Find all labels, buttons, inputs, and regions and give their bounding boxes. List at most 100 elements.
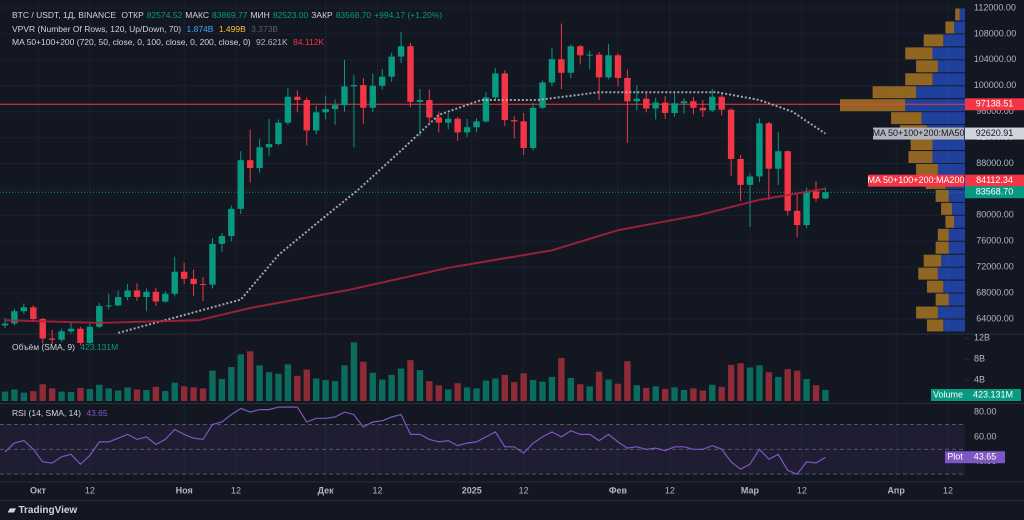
profile-down	[937, 228, 949, 241]
volume-bar	[737, 363, 744, 401]
candle-body	[803, 191, 810, 226]
volume-bar	[11, 389, 18, 401]
candle-body	[454, 118, 461, 133]
x-tick-label: Окт	[30, 485, 47, 495]
candle-body	[303, 100, 310, 131]
ma-title: MA 50+100+200 (720, 50, close, 0, 100, c…	[12, 37, 251, 47]
ohlc-label: ОТКР	[121, 10, 144, 20]
ma200-line	[4, 187, 826, 324]
candle-body	[171, 271, 178, 294]
profile-down	[923, 254, 942, 267]
volume-bar	[162, 391, 169, 401]
ma200-label: 84112.34	[976, 175, 1013, 185]
volume-bar	[322, 380, 329, 401]
candle-body	[633, 98, 641, 102]
volume-bar	[218, 379, 226, 401]
profile-down	[923, 34, 944, 47]
volume-bar	[643, 387, 650, 401]
candle-body	[652, 102, 659, 109]
candle-body	[727, 109, 735, 159]
volume-bar	[501, 374, 509, 401]
volume-bar	[294, 375, 301, 401]
x-tick-label: 12	[665, 485, 675, 495]
volume-bar	[246, 351, 254, 401]
candle-body	[501, 73, 509, 121]
volume-bar	[341, 365, 348, 401]
candle-body	[209, 243, 216, 285]
volume-bar	[812, 385, 820, 401]
candle-body	[822, 192, 829, 199]
profile-up	[943, 34, 965, 47]
candle-body	[793, 210, 801, 226]
candle-body	[699, 107, 707, 111]
candle-body	[67, 328, 75, 332]
y-tick-label: 8B	[974, 353, 985, 363]
x-tick-label: Мар	[741, 485, 760, 495]
volume-bar	[20, 392, 28, 401]
candle-body	[133, 290, 141, 297]
volume-bar	[114, 390, 122, 401]
y-tick-label: 72000.00	[976, 262, 1014, 272]
x-tick-label: 12	[231, 485, 241, 495]
candle-body	[492, 73, 499, 98]
candle-body	[407, 46, 414, 102]
profile-down	[945, 21, 955, 34]
ohlc-label: ЗАКР	[311, 10, 333, 20]
last-price-label-box	[965, 186, 1024, 199]
profile-down	[941, 202, 952, 215]
candle-body	[426, 100, 433, 118]
y-tick-label: 80000.00	[976, 210, 1014, 220]
candle-body	[416, 100, 424, 102]
y-tick-label: 80.00	[974, 406, 997, 416]
profile-down	[872, 86, 917, 99]
candle-body	[539, 82, 546, 108]
profile-down	[935, 189, 949, 202]
candle-body	[614, 55, 622, 78]
volume-bar	[633, 385, 641, 401]
profile-up	[932, 73, 965, 86]
volume-bar	[86, 388, 94, 401]
volume-tag: Volume	[933, 389, 963, 399]
candle-body	[784, 151, 791, 211]
x-tick-label: Ноя	[176, 485, 193, 495]
candle-body	[709, 96, 716, 111]
profile-down	[908, 151, 933, 164]
profile-up	[932, 47, 965, 60]
profile-down	[955, 8, 960, 21]
footer: ▰ TradingView	[0, 500, 1024, 520]
profile-up	[948, 189, 965, 202]
candle-body	[114, 296, 122, 306]
rsi-tag-box	[945, 451, 965, 464]
volume-bar	[652, 386, 659, 401]
x-tick-label: 12	[372, 485, 382, 495]
symbol: BTC / USDT, 1Д, BINANCE	[12, 10, 116, 20]
ma200-value: 84.112K	[293, 37, 325, 47]
candle-body	[511, 120, 518, 122]
volume-bar	[416, 370, 424, 401]
ohlc-value: 83869.77	[212, 10, 248, 20]
volume-bar	[67, 392, 75, 401]
profile-up	[954, 21, 965, 34]
volume-value-box	[965, 389, 1021, 401]
volume-bar	[265, 372, 273, 401]
candle-body	[445, 118, 452, 123]
profile-up	[905, 99, 965, 112]
ma200-name-box	[868, 174, 964, 187]
profile-down	[916, 164, 938, 176]
candle-body	[228, 208, 235, 237]
ohlc-value: 83568.70	[335, 10, 372, 20]
candle-body	[586, 54, 593, 56]
candle-body	[143, 291, 150, 297]
volume-sma: 423.131M	[80, 342, 119, 352]
candle-body	[529, 107, 537, 148]
candle-body	[275, 122, 282, 145]
profile-down	[935, 293, 949, 306]
vpvr-title: VPVR (Number Of Rows, 120, Up/Down, 70)	[12, 24, 182, 34]
candle-body	[86, 326, 94, 343]
profile-down	[910, 138, 933, 151]
rsi-label: 43.65	[974, 452, 997, 462]
profile-up	[937, 164, 965, 176]
profile-up	[937, 267, 965, 280]
volume-bar	[180, 386, 188, 401]
